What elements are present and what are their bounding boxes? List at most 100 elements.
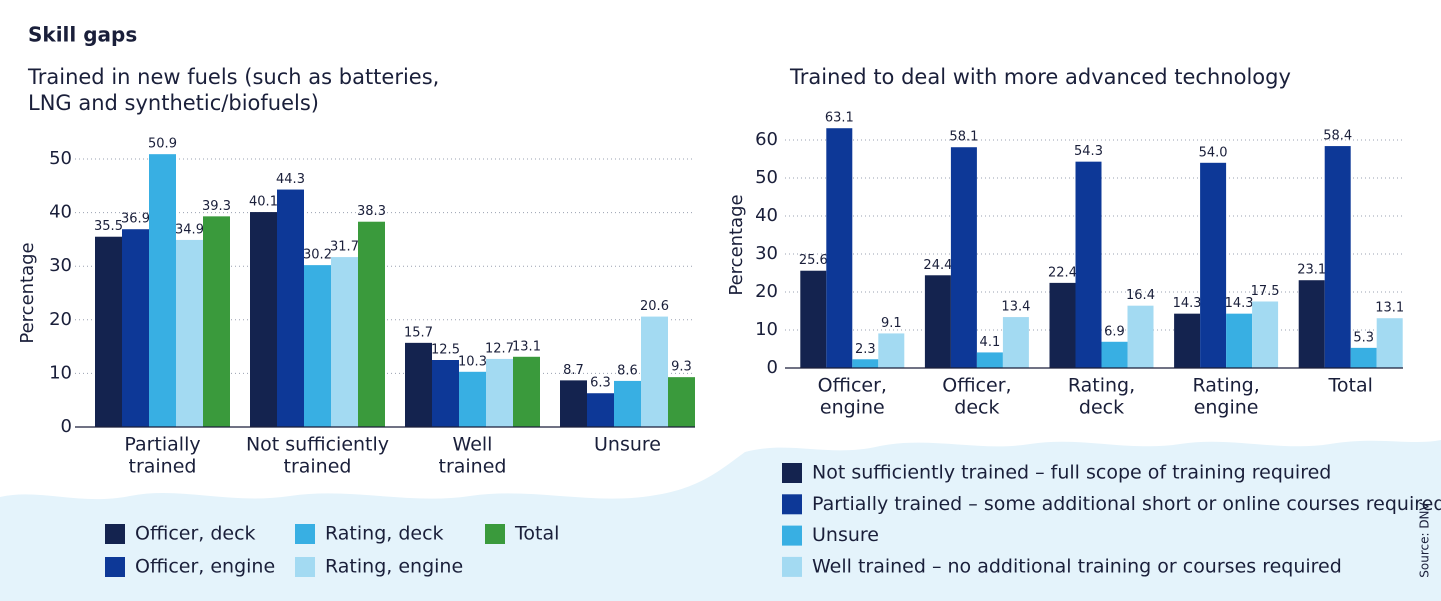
value-label: 40.1 bbox=[249, 195, 278, 210]
bar bbox=[950, 147, 977, 368]
y-tick-label: 30 bbox=[49, 255, 72, 276]
x-tick-label: deck bbox=[954, 397, 999, 419]
bar bbox=[1376, 318, 1403, 368]
x-tick-label: deck bbox=[1079, 397, 1124, 419]
value-label: 2.3 bbox=[855, 342, 876, 357]
legend-label: Partially trained – some additional shor… bbox=[812, 493, 1441, 515]
x-tick-label: trained bbox=[129, 456, 197, 478]
bar bbox=[358, 221, 385, 427]
bar bbox=[1252, 301, 1279, 368]
value-label: 24.4 bbox=[923, 258, 952, 273]
x-tick-label: Partially bbox=[124, 434, 200, 456]
value-label: 6.3 bbox=[590, 376, 611, 391]
legend-swatch bbox=[485, 524, 505, 544]
bar bbox=[852, 359, 879, 368]
y-tick-label: 40 bbox=[49, 202, 72, 223]
bar bbox=[1200, 162, 1227, 368]
value-label: 22.4 bbox=[1048, 265, 1077, 280]
value-label: 58.4 bbox=[1323, 129, 1352, 144]
y-tick-label: 20 bbox=[755, 281, 778, 302]
value-label: 25.6 bbox=[799, 253, 828, 268]
bar bbox=[826, 128, 853, 368]
value-label: 34.9 bbox=[175, 222, 204, 237]
bar bbox=[149, 154, 176, 427]
bar bbox=[277, 189, 304, 427]
x-tick-label: Rating, bbox=[1192, 375, 1259, 397]
bar bbox=[1174, 313, 1201, 368]
value-label: 35.5 bbox=[94, 219, 123, 234]
value-label: 13.1 bbox=[512, 339, 541, 354]
value-label: 39.3 bbox=[202, 199, 231, 214]
y-tick-label: 40 bbox=[755, 205, 778, 226]
value-label: 8.6 bbox=[617, 363, 638, 378]
bar bbox=[250, 212, 277, 427]
bar bbox=[432, 360, 459, 427]
value-label: 20.6 bbox=[640, 299, 669, 314]
bar bbox=[1049, 282, 1076, 368]
x-tick-label: trained bbox=[439, 456, 507, 478]
value-label: 16.4 bbox=[1126, 288, 1155, 303]
value-label: 6.9 bbox=[1104, 324, 1125, 339]
value-label: 31.7 bbox=[330, 240, 359, 255]
legend-label: Officer, deck bbox=[135, 523, 256, 545]
y-tick-label: 0 bbox=[767, 357, 778, 378]
legend-label: Unsure bbox=[812, 524, 879, 546]
legend-label: Not sufficiently trained – full scope of… bbox=[812, 462, 1331, 484]
value-label: 14.3 bbox=[1225, 296, 1254, 311]
bar bbox=[976, 352, 1003, 368]
x-tick-label: Well bbox=[453, 434, 493, 456]
value-label: 13.4 bbox=[1001, 300, 1030, 315]
value-label: 54.3 bbox=[1074, 144, 1103, 159]
x-tick-label: Not sufficiently bbox=[246, 434, 389, 456]
legend-label: Rating, deck bbox=[325, 523, 444, 545]
bar bbox=[924, 275, 951, 368]
legend-swatch bbox=[782, 556, 802, 577]
x-tick-label: Officer, bbox=[818, 375, 887, 397]
bar bbox=[668, 377, 695, 427]
value-label: 14.3 bbox=[1173, 296, 1202, 311]
bar bbox=[95, 236, 122, 427]
y-axis-label: Percentage bbox=[726, 194, 747, 295]
value-label: 10.3 bbox=[458, 354, 487, 369]
bar bbox=[203, 216, 230, 427]
bar bbox=[1075, 161, 1102, 368]
bar bbox=[1226, 313, 1253, 368]
value-label: 23.1 bbox=[1297, 263, 1326, 278]
bar bbox=[1002, 317, 1029, 368]
x-tick-label: engine bbox=[1194, 397, 1259, 419]
bar bbox=[614, 380, 641, 427]
bar bbox=[304, 265, 331, 427]
value-label: 36.9 bbox=[121, 212, 150, 227]
chart-title: LNG and synthetic/biofuels) bbox=[28, 91, 319, 115]
legend-swatch bbox=[105, 557, 125, 577]
legend-swatch bbox=[782, 494, 802, 515]
value-label: 54.0 bbox=[1199, 145, 1228, 160]
chart-title: Trained in new fuels (such as batteries, bbox=[27, 65, 439, 89]
bar bbox=[459, 371, 486, 427]
legend-swatch bbox=[295, 524, 315, 544]
value-label: 5.3 bbox=[1353, 330, 1374, 345]
bar bbox=[331, 257, 358, 427]
x-tick-label: Rating, bbox=[1068, 375, 1135, 397]
value-label: 38.3 bbox=[357, 204, 386, 219]
x-tick-label: Officer, bbox=[942, 375, 1011, 397]
bar bbox=[800, 270, 827, 368]
y-tick-label: 20 bbox=[49, 309, 72, 330]
bar bbox=[513, 356, 540, 427]
x-tick-label: Unsure bbox=[594, 434, 661, 456]
value-label: 58.1 bbox=[949, 130, 978, 145]
x-tick-label: trained bbox=[284, 456, 352, 478]
y-tick-label: 10 bbox=[49, 362, 72, 383]
legend-swatch bbox=[782, 525, 802, 546]
x-tick-label: engine bbox=[820, 397, 885, 419]
y-tick-label: 50 bbox=[755, 167, 778, 188]
bar bbox=[1350, 347, 1377, 368]
legend-label: Well trained – no additional training or… bbox=[812, 555, 1342, 577]
bar bbox=[122, 229, 149, 427]
bar bbox=[587, 393, 614, 427]
y-tick-label: 60 bbox=[755, 129, 778, 150]
legend-swatch bbox=[295, 557, 315, 577]
value-label: 12.5 bbox=[431, 343, 460, 358]
bar bbox=[560, 380, 587, 427]
